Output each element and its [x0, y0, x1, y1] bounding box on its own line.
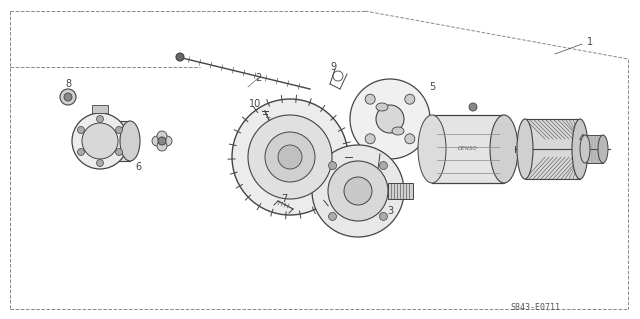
Ellipse shape — [380, 161, 387, 169]
Bar — [388, 183, 413, 199]
Ellipse shape — [517, 119, 533, 179]
Ellipse shape — [580, 135, 590, 163]
Ellipse shape — [572, 119, 588, 179]
Ellipse shape — [77, 149, 84, 155]
Text: S843-E0711: S843-E0711 — [510, 302, 560, 311]
Ellipse shape — [469, 103, 477, 111]
Ellipse shape — [72, 113, 128, 169]
Text: 6: 6 — [135, 162, 141, 172]
Text: 2: 2 — [255, 73, 261, 83]
Ellipse shape — [490, 115, 518, 183]
Ellipse shape — [376, 105, 404, 133]
Ellipse shape — [278, 145, 302, 169]
Ellipse shape — [157, 131, 167, 141]
Ellipse shape — [376, 103, 388, 111]
Bar — [585, 135, 603, 163]
Text: 7: 7 — [281, 194, 287, 204]
Bar — [100, 121, 130, 161]
Text: DENSO: DENSO — [458, 146, 478, 152]
Text: 8: 8 — [65, 79, 71, 89]
Ellipse shape — [162, 136, 172, 146]
Ellipse shape — [248, 115, 332, 199]
Text: 10: 10 — [249, 99, 261, 109]
Ellipse shape — [380, 212, 387, 220]
Ellipse shape — [328, 161, 388, 221]
Text: 4: 4 — [579, 134, 585, 144]
Ellipse shape — [328, 161, 337, 169]
Ellipse shape — [350, 79, 430, 159]
Ellipse shape — [365, 94, 375, 104]
Ellipse shape — [418, 115, 446, 183]
Ellipse shape — [312, 145, 404, 237]
Ellipse shape — [97, 115, 104, 122]
Ellipse shape — [404, 134, 415, 144]
Ellipse shape — [157, 141, 167, 151]
Ellipse shape — [265, 132, 315, 182]
Ellipse shape — [64, 93, 72, 101]
Ellipse shape — [60, 89, 76, 105]
Ellipse shape — [365, 134, 375, 144]
Ellipse shape — [82, 123, 118, 159]
Ellipse shape — [116, 149, 122, 155]
Ellipse shape — [116, 127, 122, 133]
Ellipse shape — [176, 53, 184, 61]
Ellipse shape — [328, 212, 337, 220]
Ellipse shape — [97, 160, 104, 167]
Bar — [525, 119, 580, 179]
Bar — [92, 105, 108, 113]
Bar — [432, 115, 504, 183]
Ellipse shape — [120, 121, 140, 161]
Ellipse shape — [598, 135, 608, 163]
Text: 9: 9 — [330, 62, 336, 72]
Text: 1: 1 — [587, 37, 593, 47]
Ellipse shape — [344, 177, 372, 205]
Ellipse shape — [152, 136, 162, 146]
Ellipse shape — [232, 99, 348, 215]
Ellipse shape — [77, 127, 84, 133]
Ellipse shape — [158, 137, 166, 145]
Text: 3: 3 — [387, 206, 393, 216]
Text: 5: 5 — [429, 82, 435, 92]
Ellipse shape — [404, 94, 415, 104]
Ellipse shape — [392, 127, 404, 135]
